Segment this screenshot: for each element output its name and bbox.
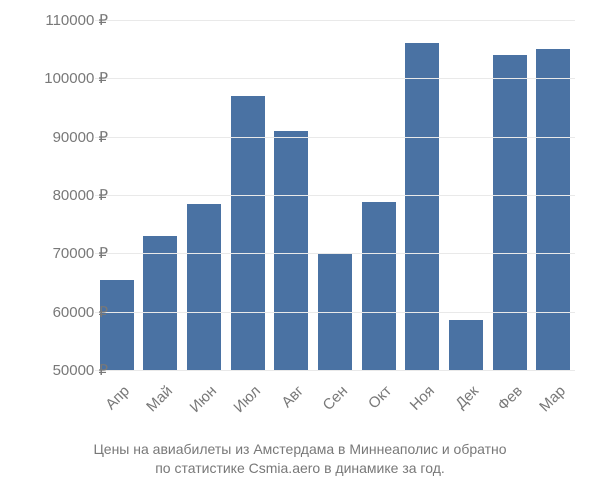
xtick-label: Фев (485, 382, 525, 422)
ytick-label: 80000 ₽ (53, 186, 108, 204)
xtick-label: Май (136, 382, 176, 422)
xtick-label: Авг (267, 382, 307, 422)
bar (449, 320, 483, 370)
bar (274, 131, 308, 370)
ytick-label: 60000 ₽ (53, 303, 108, 321)
bar (493, 55, 527, 370)
gridline (95, 253, 575, 254)
gridline (95, 312, 575, 313)
xtick-label: Мар (529, 382, 569, 422)
bar (536, 49, 570, 370)
xtick-label: Дек (442, 382, 482, 422)
caption-line-1: Цены на авиабилеты из Амстердама в Минне… (0, 440, 600, 459)
xtick-label: Апр (93, 382, 133, 422)
ytick-label: 90000 ₽ (53, 128, 108, 146)
xtick-label: Сен (311, 382, 351, 422)
gridline (95, 370, 575, 371)
ytick-label: 100000 ₽ (44, 69, 108, 87)
xtick-label: Окт (354, 382, 394, 422)
caption-line-2: по статистике Csmia.aero в динамике за г… (0, 459, 600, 478)
ytick-label: 110000 ₽ (45, 11, 108, 29)
xtick-label: Июл (223, 382, 263, 422)
gridline (95, 78, 575, 79)
bar (100, 280, 134, 370)
price-chart: Цены на авиабилеты из Амстердама в Минне… (0, 0, 600, 500)
plot-area (95, 20, 575, 370)
xtick-label: Ноя (398, 382, 438, 422)
chart-caption: Цены на авиабилеты из Амстердама в Минне… (0, 440, 600, 478)
ytick-label: 70000 ₽ (53, 244, 108, 262)
xtick-label: Июн (180, 382, 220, 422)
gridline (95, 137, 575, 138)
gridline (95, 20, 575, 21)
bar (405, 43, 439, 370)
bar (143, 236, 177, 370)
gridline (95, 195, 575, 196)
ytick-label: 50000 ₽ (53, 361, 108, 379)
bar (187, 204, 221, 370)
bar (362, 202, 396, 370)
